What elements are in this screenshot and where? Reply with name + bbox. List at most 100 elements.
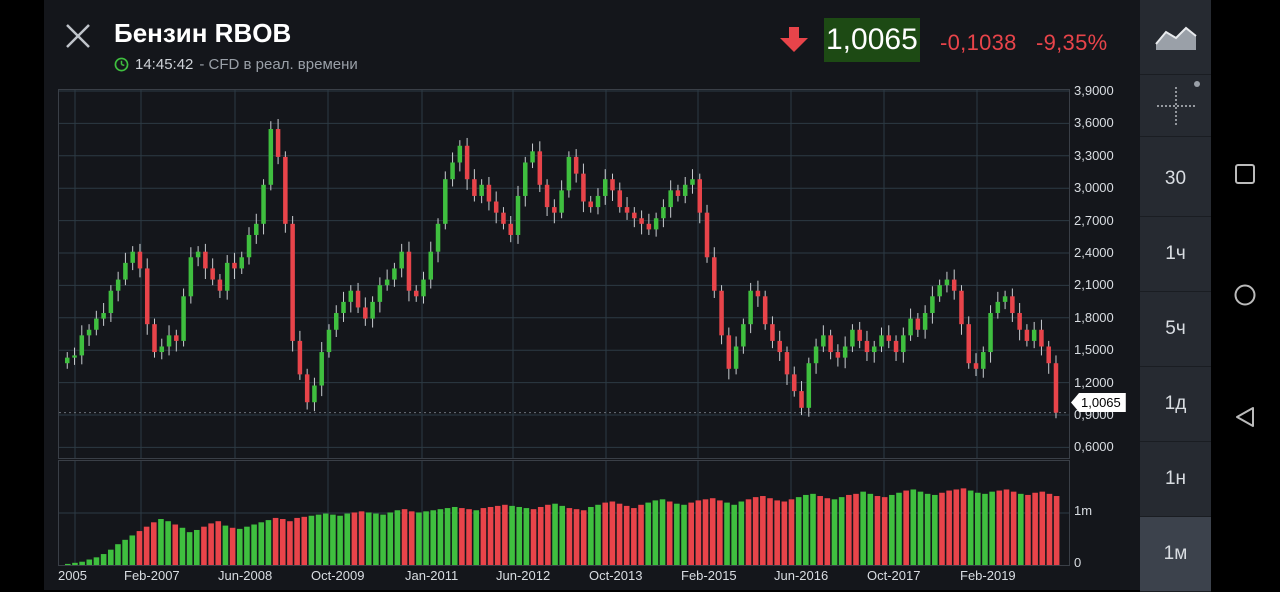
candle-down bbox=[893, 340, 899, 353]
candle-up bbox=[399, 251, 404, 269]
candle-up bbox=[682, 184, 688, 196]
volume-bar bbox=[874, 496, 881, 565]
area-chart-icon bbox=[1154, 26, 1197, 50]
change-value: -0,1038 bbox=[940, 30, 1017, 55]
volume-bar bbox=[487, 506, 494, 565]
volume-bar bbox=[1032, 492, 1038, 565]
volume-bar bbox=[960, 488, 967, 565]
volume-bar bbox=[143, 526, 150, 565]
candle-up bbox=[981, 352, 986, 369]
volume-bar bbox=[401, 509, 408, 565]
candle-up bbox=[450, 162, 455, 180]
volume-bar bbox=[380, 514, 386, 565]
candle-down bbox=[966, 324, 971, 364]
candle-up bbox=[901, 335, 906, 353]
candle-up bbox=[421, 279, 426, 297]
volume-bar bbox=[659, 499, 666, 565]
volume-bar bbox=[817, 496, 823, 565]
candle-up bbox=[653, 218, 659, 230]
interval-button-2[interactable]: 5ч bbox=[1140, 292, 1211, 367]
volume-bar bbox=[93, 557, 100, 565]
candle-down bbox=[493, 201, 499, 213]
volume-bar bbox=[573, 509, 580, 565]
app-window: Бензин RBOB 14:45:42 - CFD в реал. време… bbox=[44, 0, 1140, 590]
candle-down bbox=[1046, 346, 1051, 364]
volume-bar bbox=[910, 489, 917, 565]
candle-up bbox=[86, 329, 92, 336]
candle-down bbox=[406, 251, 412, 291]
crosshair-icon bbox=[1156, 81, 1200, 125]
volume-bar bbox=[609, 501, 616, 565]
volume-bar bbox=[294, 517, 300, 565]
y-tick-label: 3,6000 bbox=[1074, 115, 1114, 131]
interval-button-5[interactable]: 1м bbox=[1140, 517, 1211, 592]
volume-bar bbox=[788, 499, 795, 565]
candle-down bbox=[959, 290, 964, 325]
volume-bar bbox=[745, 499, 752, 565]
candle-down bbox=[755, 290, 761, 297]
volume-bar bbox=[738, 501, 745, 565]
candle-down bbox=[617, 190, 623, 208]
volume-bar bbox=[631, 508, 637, 565]
interval-button-1[interactable]: 1ч bbox=[1140, 217, 1211, 292]
interval-button-0[interactable]: 30 bbox=[1140, 142, 1211, 217]
candle-up bbox=[166, 335, 172, 347]
volume-chart[interactable] bbox=[58, 460, 1070, 566]
interval-button-3[interactable]: 1д bbox=[1140, 367, 1211, 442]
interval-button-4[interactable]: 1н bbox=[1140, 442, 1211, 517]
volume-bar bbox=[559, 505, 566, 565]
candle-up bbox=[530, 151, 535, 163]
volume-bar bbox=[760, 496, 766, 565]
price-chart[interactable] bbox=[58, 89, 1070, 459]
candle-up bbox=[188, 257, 194, 297]
volume-bar bbox=[917, 491, 924, 565]
volume-bar bbox=[523, 508, 530, 565]
candle-up bbox=[850, 329, 855, 347]
candle-down bbox=[1053, 363, 1059, 413]
volume-bar bbox=[645, 502, 651, 565]
volume-bar bbox=[889, 494, 895, 565]
candle-up bbox=[661, 207, 666, 219]
volume-bar bbox=[860, 491, 866, 565]
chart-type-button[interactable] bbox=[1140, 0, 1211, 75]
candle-up bbox=[995, 301, 1001, 314]
candle-up bbox=[842, 346, 848, 358]
y-tick-label: 1,2000 bbox=[1074, 374, 1114, 390]
candle-down bbox=[951, 279, 957, 291]
candle-down bbox=[355, 290, 361, 308]
candle-up bbox=[908, 318, 913, 336]
volume-bar bbox=[537, 506, 544, 565]
candle-down bbox=[639, 218, 644, 224]
candle-up bbox=[181, 296, 186, 341]
volume-bar bbox=[358, 511, 365, 565]
candle-up bbox=[690, 179, 695, 185]
candle-up bbox=[79, 335, 85, 356]
volume-bar bbox=[752, 497, 759, 565]
candle-down bbox=[304, 374, 310, 403]
volume-bar bbox=[473, 510, 480, 565]
candle-down bbox=[675, 190, 681, 196]
candle-up bbox=[341, 301, 346, 314]
volume-bar bbox=[695, 500, 702, 565]
circle-nav-icon[interactable] bbox=[1233, 283, 1257, 307]
candle-up bbox=[261, 184, 266, 224]
volume-bar bbox=[989, 491, 995, 565]
candle-up bbox=[806, 363, 812, 408]
candle-up bbox=[72, 355, 77, 358]
volume-bar bbox=[846, 494, 852, 565]
candle-up bbox=[1002, 296, 1008, 302]
volume-bar bbox=[853, 493, 859, 565]
candle-up bbox=[733, 346, 739, 369]
volume-bar bbox=[423, 511, 429, 565]
close-icon[interactable] bbox=[64, 22, 92, 50]
back-triangle-icon[interactable] bbox=[1233, 405, 1257, 429]
crosshair-button[interactable] bbox=[1140, 70, 1211, 137]
volume-bar bbox=[258, 522, 265, 565]
candle-down bbox=[472, 179, 477, 196]
volume-bar bbox=[932, 494, 938, 565]
candle-down bbox=[704, 212, 710, 258]
volume-bar bbox=[430, 510, 437, 565]
last-price-tag: 1,0065 bbox=[1071, 393, 1126, 412]
square-nav-icon[interactable] bbox=[1233, 162, 1257, 186]
candle-up bbox=[108, 290, 114, 314]
